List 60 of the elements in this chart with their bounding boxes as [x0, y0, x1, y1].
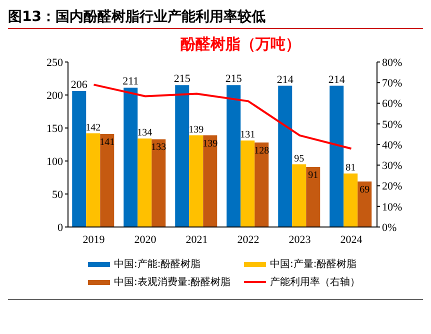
bar: [254, 142, 269, 227]
y2-tick-label: 60%: [382, 98, 402, 110]
bar: [330, 86, 344, 227]
data-label: 206: [70, 79, 88, 92]
bar: [152, 139, 166, 227]
y-tick-label: 150: [46, 122, 64, 135]
bar: [138, 138, 152, 227]
data-label: 134: [137, 128, 152, 139]
bar: [100, 134, 114, 227]
data-label: 215: [174, 73, 191, 86]
y2-tick-label: 80%: [382, 56, 402, 69]
legend-label: 中国:表观消费量:酚醛树脂: [114, 276, 231, 289]
x-tick-label: 2019: [82, 234, 106, 246]
y2-tick-label: 0%: [382, 222, 397, 234]
data-label: 69: [360, 184, 370, 196]
legend-label: 产能利用率（右轴）: [270, 276, 360, 289]
bar: [278, 86, 292, 227]
data-label: 214: [276, 74, 294, 86]
data-label: 139: [188, 124, 204, 136]
data-label: 141: [100, 136, 115, 148]
y-tick-label: 50: [52, 188, 64, 201]
bar: [292, 164, 306, 227]
y2-tick-label: 20%: [382, 180, 402, 193]
x-tick-label: 2020: [134, 234, 157, 246]
chart-subtitle: 酚醛树脂（万吨）: [180, 35, 302, 54]
y-tick-label: 100: [46, 156, 64, 168]
data-label: 214: [328, 74, 346, 86]
data-label: 215: [225, 73, 242, 86]
legend-label: 中国:产能:酚醛树脂: [114, 258, 201, 271]
y2-tick-label: 30%: [382, 160, 402, 172]
y-tick-label: 200: [46, 90, 64, 102]
bar: [86, 133, 100, 227]
bar: [240, 140, 255, 227]
data-label: 81: [346, 162, 356, 174]
bar: [344, 174, 358, 227]
bar: [226, 85, 241, 227]
data-label: 131: [240, 130, 256, 141]
bar: [124, 88, 138, 227]
chart-title: 图13：国内酚醛树脂行业产能利用率较低: [8, 8, 423, 29]
data-label: 211: [122, 76, 139, 88]
legend-label: 中国:产量:酚醛树脂: [270, 258, 357, 271]
x-tick-label: 2024: [340, 234, 363, 246]
bar: [306, 166, 320, 227]
x-tick-label: 2023: [288, 234, 312, 246]
y2-tick-label: 70%: [382, 78, 402, 90]
y2-tick-label: 10%: [382, 201, 402, 214]
data-label: 91: [308, 170, 318, 181]
bar: [189, 135, 204, 227]
data-label: 95: [294, 153, 304, 164]
data-label: 142: [86, 122, 101, 134]
y2-tick-label: 50%: [382, 118, 402, 131]
bar: [72, 91, 86, 227]
bar: [358, 181, 372, 227]
bar: [203, 135, 218, 227]
bar: [175, 85, 190, 227]
x-tick-label: 2022: [237, 234, 260, 246]
x-tick-label: 2021: [186, 234, 208, 246]
y-tick-label: 0: [58, 222, 64, 234]
y-tick-label: 250: [46, 56, 64, 69]
y2-tick-label: 40%: [382, 139, 402, 152]
